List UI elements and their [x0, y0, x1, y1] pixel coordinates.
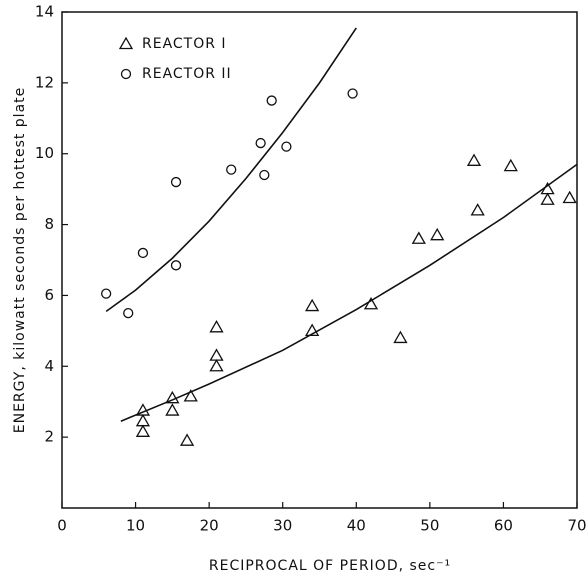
y-tick-label: 2 [44, 428, 54, 446]
point [470, 203, 485, 216]
point [281, 141, 292, 152]
point [540, 192, 555, 205]
point [135, 413, 151, 427]
point [226, 164, 237, 175]
point [347, 88, 358, 99]
fit-curve [120, 163, 578, 422]
y-tick-label: 10 [35, 144, 54, 162]
point [170, 176, 182, 188]
x-tick-label: 20 [200, 517, 219, 535]
point [266, 95, 277, 106]
y-tick-label: 12 [35, 73, 54, 91]
point [503, 158, 518, 172]
y-axis-label: ENERGY, kilowatt seconds per hottest pla… [12, 87, 28, 434]
x-tick-label: 60 [494, 517, 513, 535]
point [183, 389, 198, 402]
y-tick-label: 4 [44, 357, 54, 375]
point [165, 403, 180, 416]
legend-marker [118, 36, 134, 50]
x-tick-label: 10 [126, 517, 145, 535]
point [170, 260, 182, 271]
point [100, 288, 112, 299]
point [393, 330, 408, 344]
x-tick-label: 30 [273, 517, 292, 535]
point [305, 298, 320, 312]
y-tick-label: 8 [44, 215, 54, 233]
point [135, 424, 151, 437]
point [305, 323, 320, 337]
point [209, 358, 224, 372]
x-tick-label: 70 [567, 517, 586, 535]
x-tick-label: 50 [420, 517, 439, 535]
point [430, 227, 445, 241]
fit-curve [105, 27, 357, 313]
point [466, 153, 482, 166]
legend-label: REACTOR I [142, 36, 227, 52]
point [363, 296, 379, 310]
point [209, 348, 224, 361]
point [165, 390, 180, 404]
point [562, 190, 577, 204]
point [123, 307, 134, 319]
legend-label: REACTOR II [142, 66, 232, 82]
point [255, 137, 266, 149]
point [137, 247, 149, 259]
x-tick-label: 40 [347, 517, 366, 535]
x-tick-label: 0 [57, 517, 67, 535]
y-tick-label: 6 [44, 286, 54, 304]
legend-marker [120, 68, 132, 80]
point [411, 231, 426, 244]
x-axis-label: RECIPROCAL OF PERIOD, sec⁻¹ [209, 558, 451, 574]
point [209, 320, 224, 333]
y-tick-label: 14 [35, 3, 54, 21]
plot-frame [61, 11, 578, 509]
point [259, 169, 270, 181]
point [179, 433, 195, 446]
